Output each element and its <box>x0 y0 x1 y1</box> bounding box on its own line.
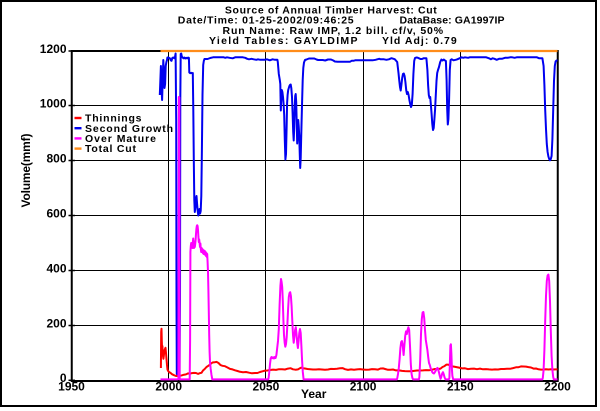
svg-text:Date/Time: 01-25-2002/09:46:25: Date/Time: 01-25-2002/09:46:25 <box>178 15 354 27</box>
svg-text:Second Growth: Second Growth <box>85 123 173 135</box>
svg-text:1200: 1200 <box>40 42 67 56</box>
svg-text:DataBase: GA1997IP: DataBase: GA1997IP <box>400 15 505 27</box>
svg-text:Run Name: Raw IMP, 1.2 bill. c: Run Name: Raw IMP, 1.2 bill. cf/v, 50% <box>223 25 444 37</box>
svg-text:Total Cut: Total Cut <box>85 143 137 155</box>
svg-text:200: 200 <box>46 316 66 330</box>
svg-text:2000: 2000 <box>155 380 182 394</box>
svg-text:1950: 1950 <box>58 380 85 394</box>
svg-text:Over Mature: Over Mature <box>85 133 156 145</box>
svg-text:2050: 2050 <box>253 380 280 394</box>
svg-text:Year: Year <box>301 387 327 401</box>
svg-text:2200: 2200 <box>544 380 571 394</box>
svg-text:Yld Adj: 0.79: Yld Adj: 0.79 <box>382 35 457 47</box>
svg-text:2100: 2100 <box>350 380 377 394</box>
svg-text:600: 600 <box>46 206 66 220</box>
svg-text:Yield Tables: GAYLDIMP: Yield Tables: GAYLDIMP <box>209 35 358 47</box>
svg-text:Volume(mmf): Volume(mmf) <box>19 134 33 208</box>
svg-text:1000: 1000 <box>40 96 67 110</box>
svg-text:2150: 2150 <box>447 380 474 394</box>
svg-text:0: 0 <box>60 371 67 385</box>
svg-text:800: 800 <box>46 151 66 165</box>
svg-text:400: 400 <box>46 261 66 275</box>
svg-text:Thinnings: Thinnings <box>85 113 142 125</box>
svg-text:Source of Annual Timber Harves: Source of Annual Timber Harvest: Cut <box>225 4 437 16</box>
